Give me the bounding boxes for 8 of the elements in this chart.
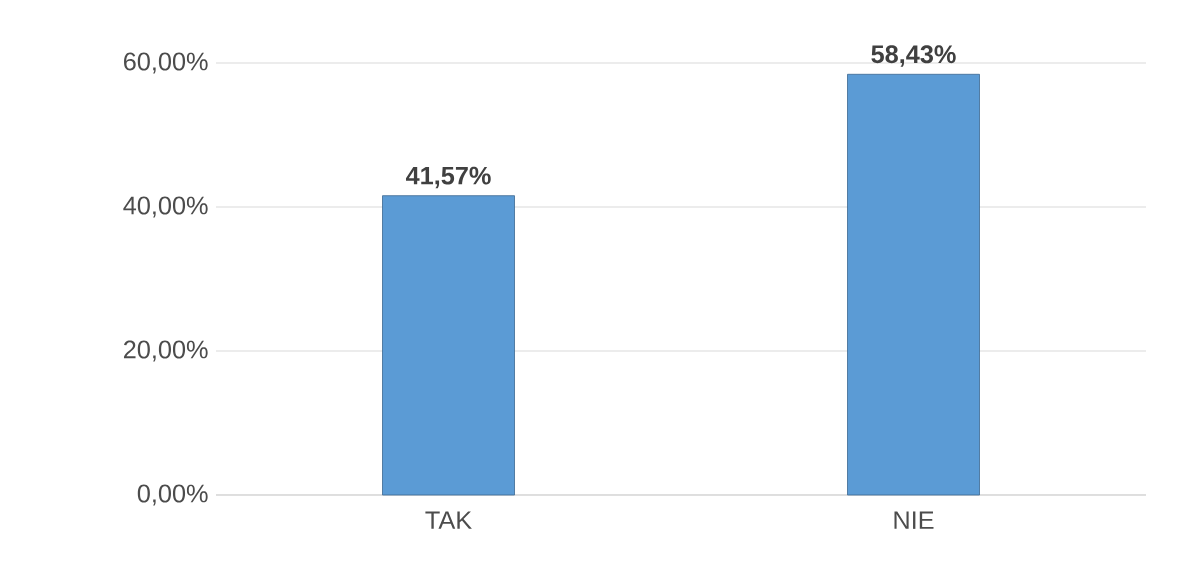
y-tick-label: 0,00% (137, 484, 208, 506)
data-label: 58,43% (871, 45, 956, 67)
x-tick-label: NIE (894, 511, 934, 529)
data-label: 41,57% (405, 166, 491, 189)
y-tick-label: 40,00% (123, 196, 208, 218)
y-tick-label: 20,00% (123, 340, 208, 362)
x-tick-label: TAK (425, 511, 472, 529)
y-tick-label: 60,00% (124, 52, 208, 74)
